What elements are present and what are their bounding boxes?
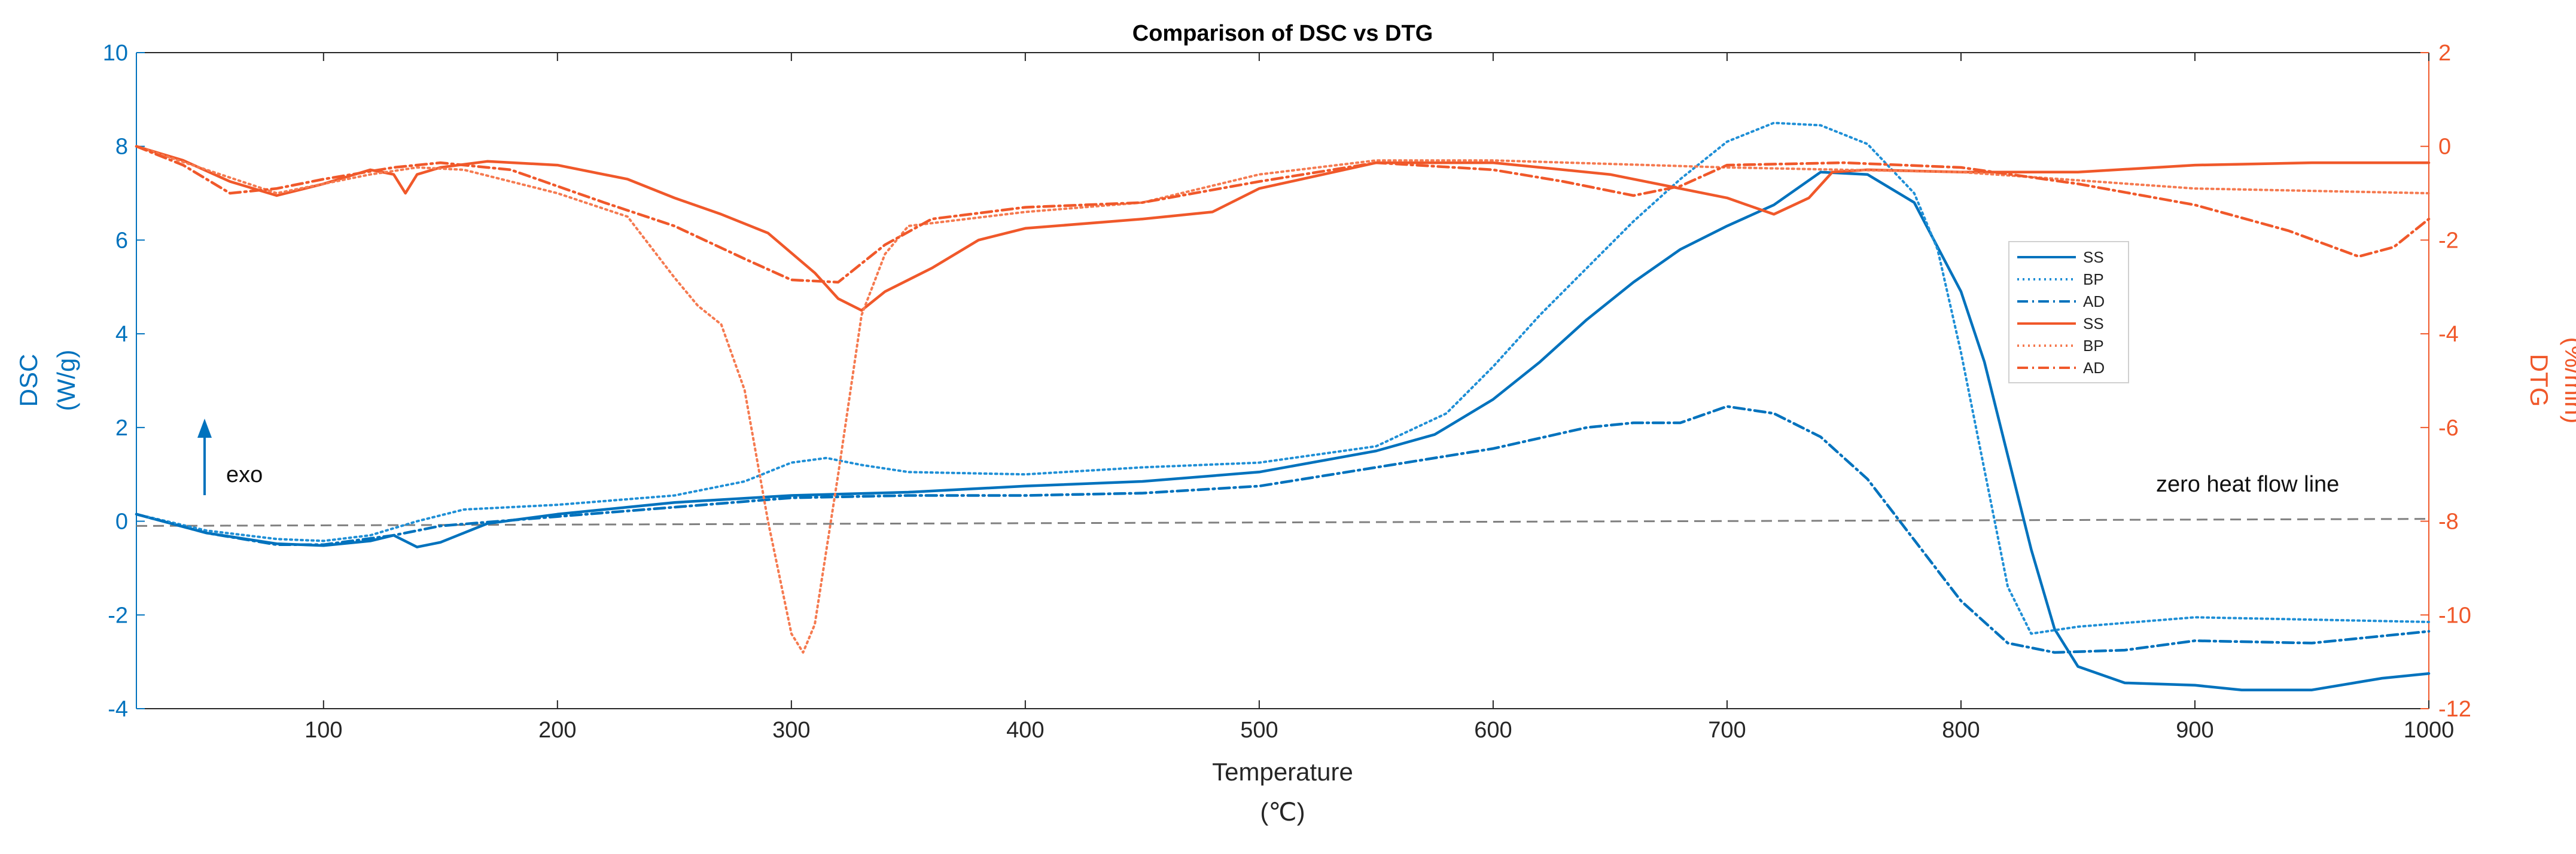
y-right-tick-label: -10 [2438,603,2471,628]
legend-label-dsc-ss: SS [2083,248,2104,266]
y-left-tick-label: 0 [115,510,128,535]
chart-title: Comparison of DSC vs DTG [1132,21,1433,46]
legend-label-dsc-bp: BP [2083,270,2104,288]
x-tick-label: 400 [1006,718,1044,743]
y-left-tick-label: 4 [115,322,128,347]
y-left-tick-label: 8 [115,135,128,160]
x-tick-label: 500 [1240,718,1278,743]
zero-line-layer [136,518,2429,527]
legend: SS BP AD SS BP AD [2008,241,2129,383]
y-left-tick-label: 6 [115,228,128,253]
x-tick-label: 100 [305,718,342,743]
zero-heat-flow-line [136,518,2429,527]
y-right-axis-label: DTG [2525,354,2553,407]
x-axis-label: Temperature [1212,758,1353,786]
y-right-tick-label: 0 [2438,135,2451,160]
legend-label-dtg-bp: BP [2083,337,2104,355]
dtg-series-bp [135,145,2430,654]
legend-box [2008,241,2129,383]
zero-line-label: zero heat flow line [2156,472,2339,497]
y-left-tick-label: 10 [103,41,128,66]
dtg-series-ss [135,145,2431,312]
y-left-axis-unit: (W/g) [52,350,80,411]
x-tick-label: 900 [2176,718,2213,743]
x-tick-label: 800 [1942,718,1980,743]
x-tick-label: 700 [1708,718,1746,743]
y-right-tick-label: -8 [2438,510,2459,535]
x-tick-label: 200 [538,718,576,743]
exo-label: exo [226,462,263,487]
y-right-tick-label: -2 [2438,228,2459,253]
ticks-layer: 100 200 300 400 500 600 700 800 900 1000-4-202468… [103,41,2471,743]
legend-label-dtg-ss: SS [2083,315,2104,333]
y-left-tick-label: -4 [108,697,128,722]
y-left-tick-label: -2 [108,603,128,628]
legend-label-dtg-ad: AD [2083,359,2105,377]
x-axis-unit: (℃) [1260,798,1305,826]
dsc-series-ss [135,170,2431,691]
dsc-series-ad [135,405,2431,654]
y-right-tick-label: -4 [2438,322,2459,347]
dsc-series-bp [135,121,2430,635]
y-right-tick-label: 2 [2438,41,2451,66]
exo-arrow-icon [197,419,212,438]
x-tick-label: 1000 [2404,718,2455,743]
legend-label-dsc-ad: AD [2083,292,2105,310]
y-right-tick-label: -12 [2438,697,2471,722]
y-left-tick-label: 2 [115,416,128,441]
y-left-axis-label: DSC [14,354,42,407]
series-layer [135,121,2431,691]
y-right-axis-unit: (%/min) [2560,337,2576,424]
dtg-series-ad [135,145,2431,284]
x-tick-label: 300 [772,718,810,743]
y-right-tick-label: -6 [2438,416,2459,441]
x-tick-label: 600 [1474,718,1512,743]
